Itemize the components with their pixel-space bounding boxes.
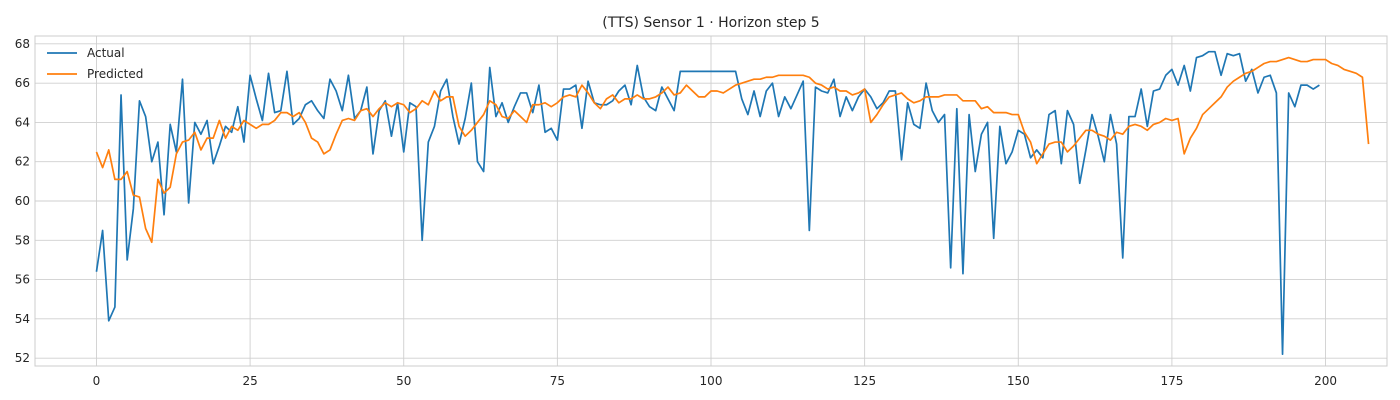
x-tick-label: 150 (1007, 374, 1030, 388)
legend-label-predicted: Predicted (87, 67, 143, 81)
x-tick-label: 175 (1160, 374, 1183, 388)
x-tick-label: 50 (396, 374, 411, 388)
y-tick-label: 68 (15, 37, 30, 51)
y-tick-label: 52 (15, 351, 30, 365)
series-line-predicted (95, 56, 1370, 244)
tick-labels: 0 25 50 75 100 125 150 175 200 52 54 56 58 60 62 64 66 68 (15, 37, 1337, 388)
x-tick-label: 25 (242, 374, 257, 388)
y-tick-label: 58 (15, 233, 30, 247)
plot-frame (34, 35, 1388, 367)
grid (35, 36, 1387, 366)
legend-label-actual: Actual (87, 46, 125, 60)
x-tick-label: 200 (1314, 374, 1337, 388)
series-layer (95, 50, 1370, 356)
x-tick-label: 125 (853, 374, 876, 388)
y-tick-label: 54 (15, 312, 30, 326)
series-line-actual (95, 50, 1320, 356)
y-tick-label: 56 (15, 273, 30, 287)
chart-title: (TTS) Sensor 1 · Horizon step 5 (602, 15, 819, 31)
y-tick-label: 62 (15, 155, 30, 169)
y-tick-label: 66 (15, 76, 30, 90)
x-tick-label: 0 (93, 374, 101, 388)
y-tick-label: 64 (15, 115, 30, 129)
x-tick-label: 100 (700, 374, 723, 388)
x-tick-label: 75 (550, 374, 565, 388)
y-tick-label: 60 (15, 194, 30, 208)
legend: Actual Predicted (47, 46, 143, 81)
